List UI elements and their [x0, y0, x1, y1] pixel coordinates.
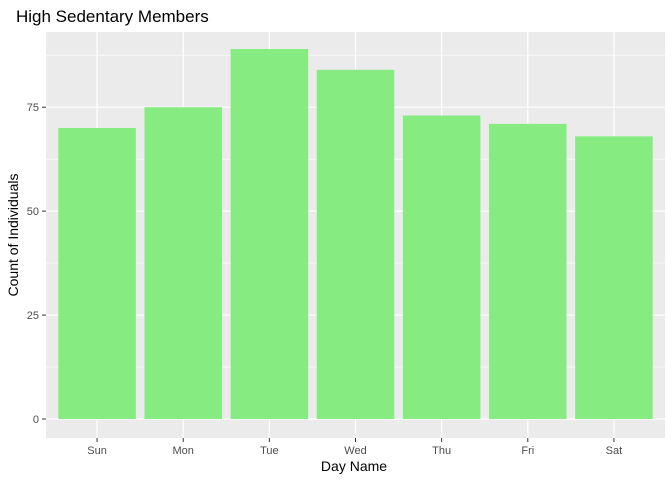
x-tick-label: Fri — [521, 445, 534, 457]
x-tick-label: Wed — [344, 445, 366, 457]
x-axis-title: Day Name — [321, 458, 387, 474]
bar-mon — [144, 107, 222, 420]
bar-thu — [402, 115, 481, 420]
x-tick-label: Mon — [173, 445, 194, 457]
x-axis: Sun Mon Tue Wed Thu Fri Sat — [87, 438, 622, 457]
y-axis: 0 25 50 75 — [27, 102, 46, 426]
y-tick-label: 50 — [27, 206, 39, 218]
y-tick-label: 75 — [27, 102, 39, 114]
x-tick-label: Sun — [87, 445, 107, 457]
chart-title: High Sedentary Members — [16, 7, 209, 26]
x-tick-label: Sat — [606, 445, 623, 457]
x-tick-label: Thu — [432, 445, 451, 457]
x-tick-label: Tue — [260, 445, 279, 457]
bar-sun — [58, 127, 136, 419]
bar-sat — [575, 136, 653, 419]
y-tick-label: 0 — [33, 414, 39, 426]
y-tick-label: 25 — [27, 310, 39, 322]
y-axis-title: Count of Individuals — [5, 174, 21, 297]
bar-wed — [316, 69, 395, 420]
bars-group — [58, 49, 653, 420]
bar-fri — [489, 123, 567, 420]
bar-tue — [230, 49, 309, 419]
